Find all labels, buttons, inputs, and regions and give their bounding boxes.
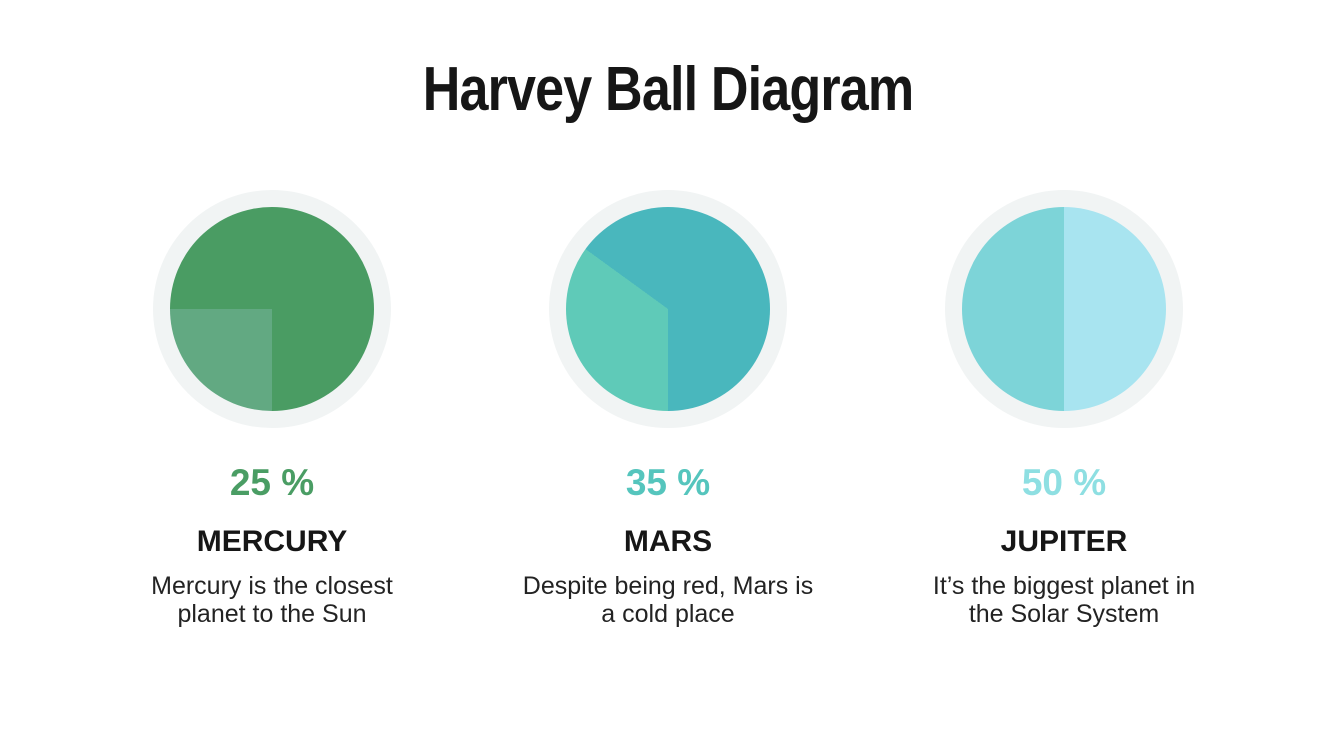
planet-description-mercury: Mercury is the closest planet to the Sun — [151, 572, 393, 628]
harvey-ball-group-jupiter: 50 % JUPITER It’s the biggest planet in … — [866, 190, 1262, 628]
harvey-ball-row: 25 % MERCURY Mercury is the closest plan… — [0, 190, 1336, 628]
harvey-ball-mars — [566, 207, 770, 411]
planet-name-mars: MARS — [623, 525, 713, 558]
harvey-ball-jupiter — [962, 207, 1166, 411]
percent-label-mars: 35 % — [625, 462, 711, 503]
percent-label-jupiter: 50 % — [1021, 462, 1107, 503]
harvey-ball-group-mercury: 25 % MERCURY Mercury is the closest plan… — [74, 190, 470, 628]
harvey-ball-halo-mercury — [153, 190, 391, 428]
harvey-ball-mercury — [170, 207, 374, 411]
planet-description-jupiter: It’s the biggest planet in the Solar Sys… — [932, 572, 1196, 628]
page-title-text: Harvey Ball Diagram — [422, 55, 914, 124]
harvey-ball-halo-mars — [549, 190, 787, 428]
page-title: Harvey Ball Diagram — [0, 0, 1336, 124]
harvey-ball-halo-jupiter — [945, 190, 1183, 428]
planet-name-jupiter: JUPITER — [1000, 525, 1128, 558]
percent-label-mercury: 25 % — [229, 462, 315, 503]
harvey-ball-group-mars: 35 % MARS Despite being red, Mars is a c… — [470, 190, 866, 628]
planet-name-mercury: MERCURY — [196, 525, 348, 558]
planet-description-mars: Despite being red, Mars is a cold place — [522, 572, 814, 628]
